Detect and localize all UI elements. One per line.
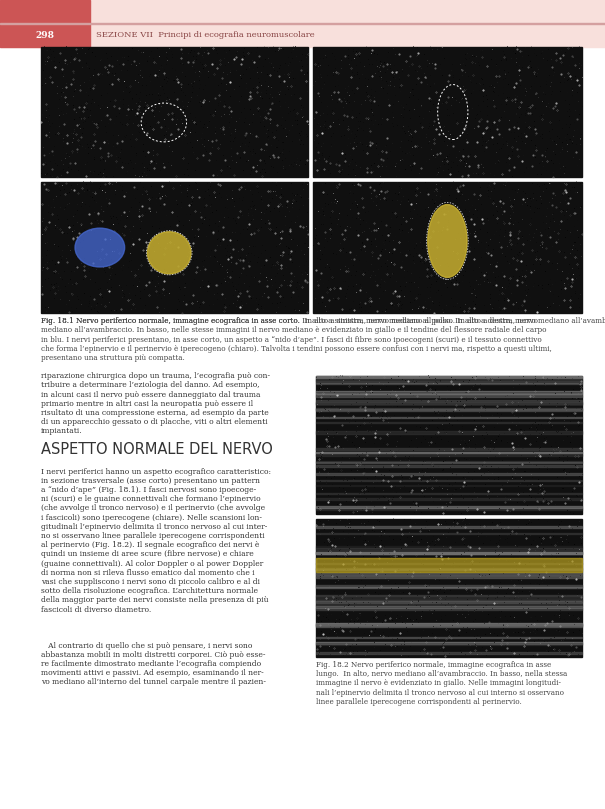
Text: Fig. 18.1 Nervo periferico normale, immagine ecografica in asse corto.  In alto : Fig. 18.1 Nervo periferico normale, imma… bbox=[41, 317, 552, 362]
Bar bbox=[316, 553, 582, 554]
Bar bbox=[316, 381, 582, 383]
Bar bbox=[41, 182, 308, 313]
Bar bbox=[316, 506, 582, 508]
Bar bbox=[0, 0, 90, 23]
Ellipse shape bbox=[148, 231, 191, 273]
Text: 298: 298 bbox=[35, 31, 54, 40]
Bar bbox=[0, 23, 90, 47]
Bar bbox=[316, 546, 582, 548]
Bar bbox=[0, 23, 605, 24]
Bar bbox=[316, 625, 582, 627]
Bar bbox=[316, 392, 582, 394]
Bar bbox=[316, 637, 582, 638]
Bar bbox=[316, 643, 582, 645]
Bar bbox=[316, 431, 582, 434]
Bar bbox=[316, 573, 582, 575]
Bar bbox=[316, 653, 582, 654]
Bar bbox=[316, 553, 582, 554]
Text: SEZIONE VII  Principi di ecografia neuromuscolare: SEZIONE VII Principi di ecografia neurom… bbox=[96, 32, 314, 39]
Bar bbox=[316, 376, 582, 378]
Bar bbox=[316, 379, 582, 381]
Text: Al contrario di quello che si può pensare, i nervi sono
abbastanza mobili in mol: Al contrario di quello che si può pensar… bbox=[41, 642, 266, 686]
Text: Fig. 18.1 Nervo periferico normale, immagine ecografica in asse corto. In alto a: Fig. 18.1 Nervo periferico normale, imma… bbox=[41, 317, 605, 325]
Bar bbox=[316, 599, 582, 600]
Bar bbox=[316, 448, 582, 451]
Bar bbox=[316, 485, 582, 486]
Bar bbox=[316, 576, 582, 578]
Bar bbox=[316, 403, 582, 404]
Bar bbox=[316, 454, 582, 455]
Bar bbox=[316, 601, 582, 603]
Bar bbox=[316, 599, 582, 601]
Bar bbox=[316, 549, 582, 550]
Bar bbox=[316, 587, 582, 588]
Bar bbox=[316, 533, 582, 534]
Bar bbox=[316, 642, 582, 644]
Bar bbox=[316, 402, 582, 404]
Bar bbox=[316, 596, 582, 598]
Text: Fig. 18.2 Nervo periferico normale, immagine ecografica in asse
lungo.  In alto,: Fig. 18.2 Nervo periferico normale, imma… bbox=[316, 661, 567, 705]
Bar bbox=[316, 493, 582, 494]
Bar bbox=[316, 569, 582, 570]
Ellipse shape bbox=[75, 228, 125, 267]
Bar bbox=[316, 417, 582, 418]
Bar bbox=[316, 595, 582, 596]
Bar bbox=[313, 47, 582, 177]
Bar bbox=[316, 526, 582, 528]
Bar bbox=[316, 452, 582, 453]
Bar bbox=[316, 551, 582, 553]
Bar bbox=[316, 404, 582, 405]
Bar bbox=[316, 608, 582, 610]
Bar bbox=[316, 623, 582, 625]
Text: riparazione chirurgica dopo un trauma, l’ecografia può con-
tribuire a determina: riparazione chirurgica dopo un trauma, l… bbox=[41, 372, 270, 435]
Bar bbox=[316, 400, 582, 402]
Bar bbox=[316, 585, 582, 587]
Bar bbox=[316, 519, 582, 657]
Bar bbox=[316, 498, 582, 500]
Bar bbox=[316, 604, 582, 606]
Bar bbox=[316, 409, 582, 411]
Bar bbox=[316, 464, 582, 467]
Text: ASPETTO NORMALE DEL NERVO: ASPETTO NORMALE DEL NERVO bbox=[41, 442, 273, 457]
Bar bbox=[316, 376, 582, 514]
Bar bbox=[316, 383, 582, 384]
Bar bbox=[316, 461, 582, 462]
Bar bbox=[316, 452, 582, 453]
Bar bbox=[316, 396, 582, 397]
Bar bbox=[316, 472, 582, 475]
Ellipse shape bbox=[428, 205, 467, 277]
Bar bbox=[313, 182, 582, 313]
Text: I nervi periferici hanno un aspetto ecografico caratteristico:
in sezione trasve: I nervi periferici hanno un aspetto ecog… bbox=[41, 468, 271, 613]
Bar bbox=[316, 480, 582, 481]
Bar bbox=[316, 563, 582, 564]
Bar bbox=[316, 553, 582, 554]
Bar bbox=[0, 0, 605, 47]
Bar bbox=[316, 508, 582, 510]
Bar bbox=[316, 606, 582, 608]
Bar bbox=[316, 463, 582, 464]
Bar bbox=[316, 421, 582, 423]
Bar bbox=[316, 558, 582, 572]
Bar bbox=[41, 47, 308, 177]
